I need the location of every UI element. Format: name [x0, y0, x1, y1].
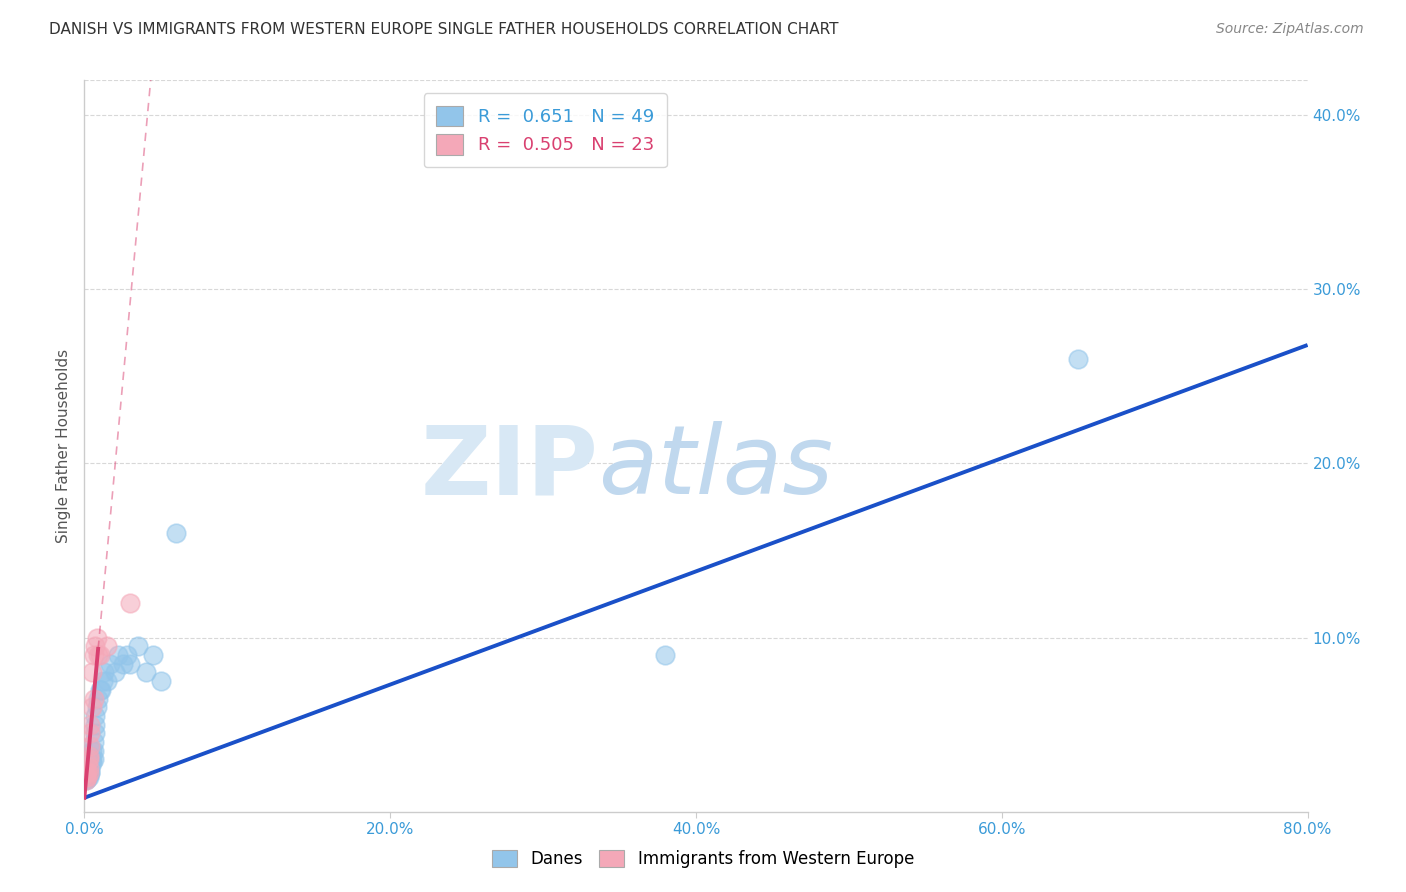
- Point: [76, 763, 98, 777]
- Point: [80, 756, 103, 770]
- Point: [75, 770, 97, 784]
- Point: [80, 752, 103, 766]
- Point: [79, 726, 101, 740]
- Point: [76, 766, 98, 780]
- Point: [96, 674, 118, 689]
- Point: [165, 526, 187, 541]
- Point: [84, 640, 107, 654]
- Point: [80, 744, 103, 758]
- Point: [84, 709, 107, 723]
- Point: [79, 739, 101, 753]
- Point: [89, 682, 111, 697]
- Point: [77, 749, 100, 764]
- Point: [111, 657, 134, 671]
- Point: [98, 657, 121, 671]
- Point: [654, 648, 676, 662]
- Point: [107, 648, 129, 662]
- Point: [93, 665, 115, 680]
- Point: [80, 665, 103, 680]
- Point: [142, 648, 165, 662]
- Point: [83, 691, 105, 706]
- Point: [76, 768, 98, 782]
- Point: [80, 700, 103, 714]
- Point: [75, 770, 97, 784]
- Point: [79, 749, 101, 764]
- Point: [120, 596, 142, 610]
- Point: [76, 759, 98, 773]
- Text: Source: ZipAtlas.com: Source: ZipAtlas.com: [1216, 22, 1364, 37]
- Point: [75, 766, 97, 780]
- Point: [77, 756, 100, 770]
- Text: DANISH VS IMMIGRANTS FROM WESTERN EUROPE SINGLE FATHER HOUSEHOLDS CORRELATION CH: DANISH VS IMMIGRANTS FROM WESTERN EUROPE…: [49, 22, 839, 37]
- Text: atlas: atlas: [598, 421, 834, 515]
- Point: [79, 761, 101, 775]
- Point: [76, 772, 98, 786]
- Point: [127, 640, 149, 654]
- Point: [86, 700, 108, 714]
- Y-axis label: Single Father Households: Single Father Households: [56, 349, 72, 543]
- Point: [90, 682, 112, 697]
- Point: [83, 744, 105, 758]
- Point: [79, 756, 101, 770]
- Point: [75, 773, 97, 788]
- Point: [87, 648, 110, 662]
- Point: [79, 717, 101, 731]
- Point: [79, 752, 101, 766]
- Point: [86, 631, 108, 645]
- Point: [84, 717, 107, 731]
- Point: [76, 770, 98, 784]
- Point: [149, 674, 172, 689]
- Point: [83, 735, 105, 749]
- Point: [77, 752, 100, 766]
- Point: [91, 674, 114, 689]
- Point: [83, 648, 105, 662]
- Point: [77, 761, 100, 775]
- Point: [77, 759, 100, 773]
- Point: [89, 648, 111, 662]
- Point: [120, 657, 142, 671]
- Point: [87, 691, 110, 706]
- Legend: Danes, Immigrants from Western Europe: Danes, Immigrants from Western Europe: [485, 843, 921, 875]
- Point: [77, 770, 100, 784]
- Point: [84, 726, 107, 740]
- Point: [76, 756, 98, 770]
- Point: [79, 764, 101, 779]
- Point: [115, 648, 138, 662]
- Legend: R =  0.651   N = 49, R =  0.505   N = 23: R = 0.651 N = 49, R = 0.505 N = 23: [423, 93, 666, 167]
- Point: [79, 766, 101, 780]
- Point: [96, 640, 118, 654]
- Point: [135, 665, 157, 680]
- Point: [75, 766, 97, 780]
- Text: ZIP: ZIP: [420, 421, 598, 515]
- Point: [77, 766, 100, 780]
- Point: [75, 773, 97, 788]
- Point: [76, 764, 98, 779]
- Point: [83, 752, 105, 766]
- Point: [77, 766, 100, 780]
- Point: [104, 665, 127, 680]
- Point: [77, 761, 100, 775]
- Point: [1067, 351, 1090, 366]
- Point: [77, 764, 100, 779]
